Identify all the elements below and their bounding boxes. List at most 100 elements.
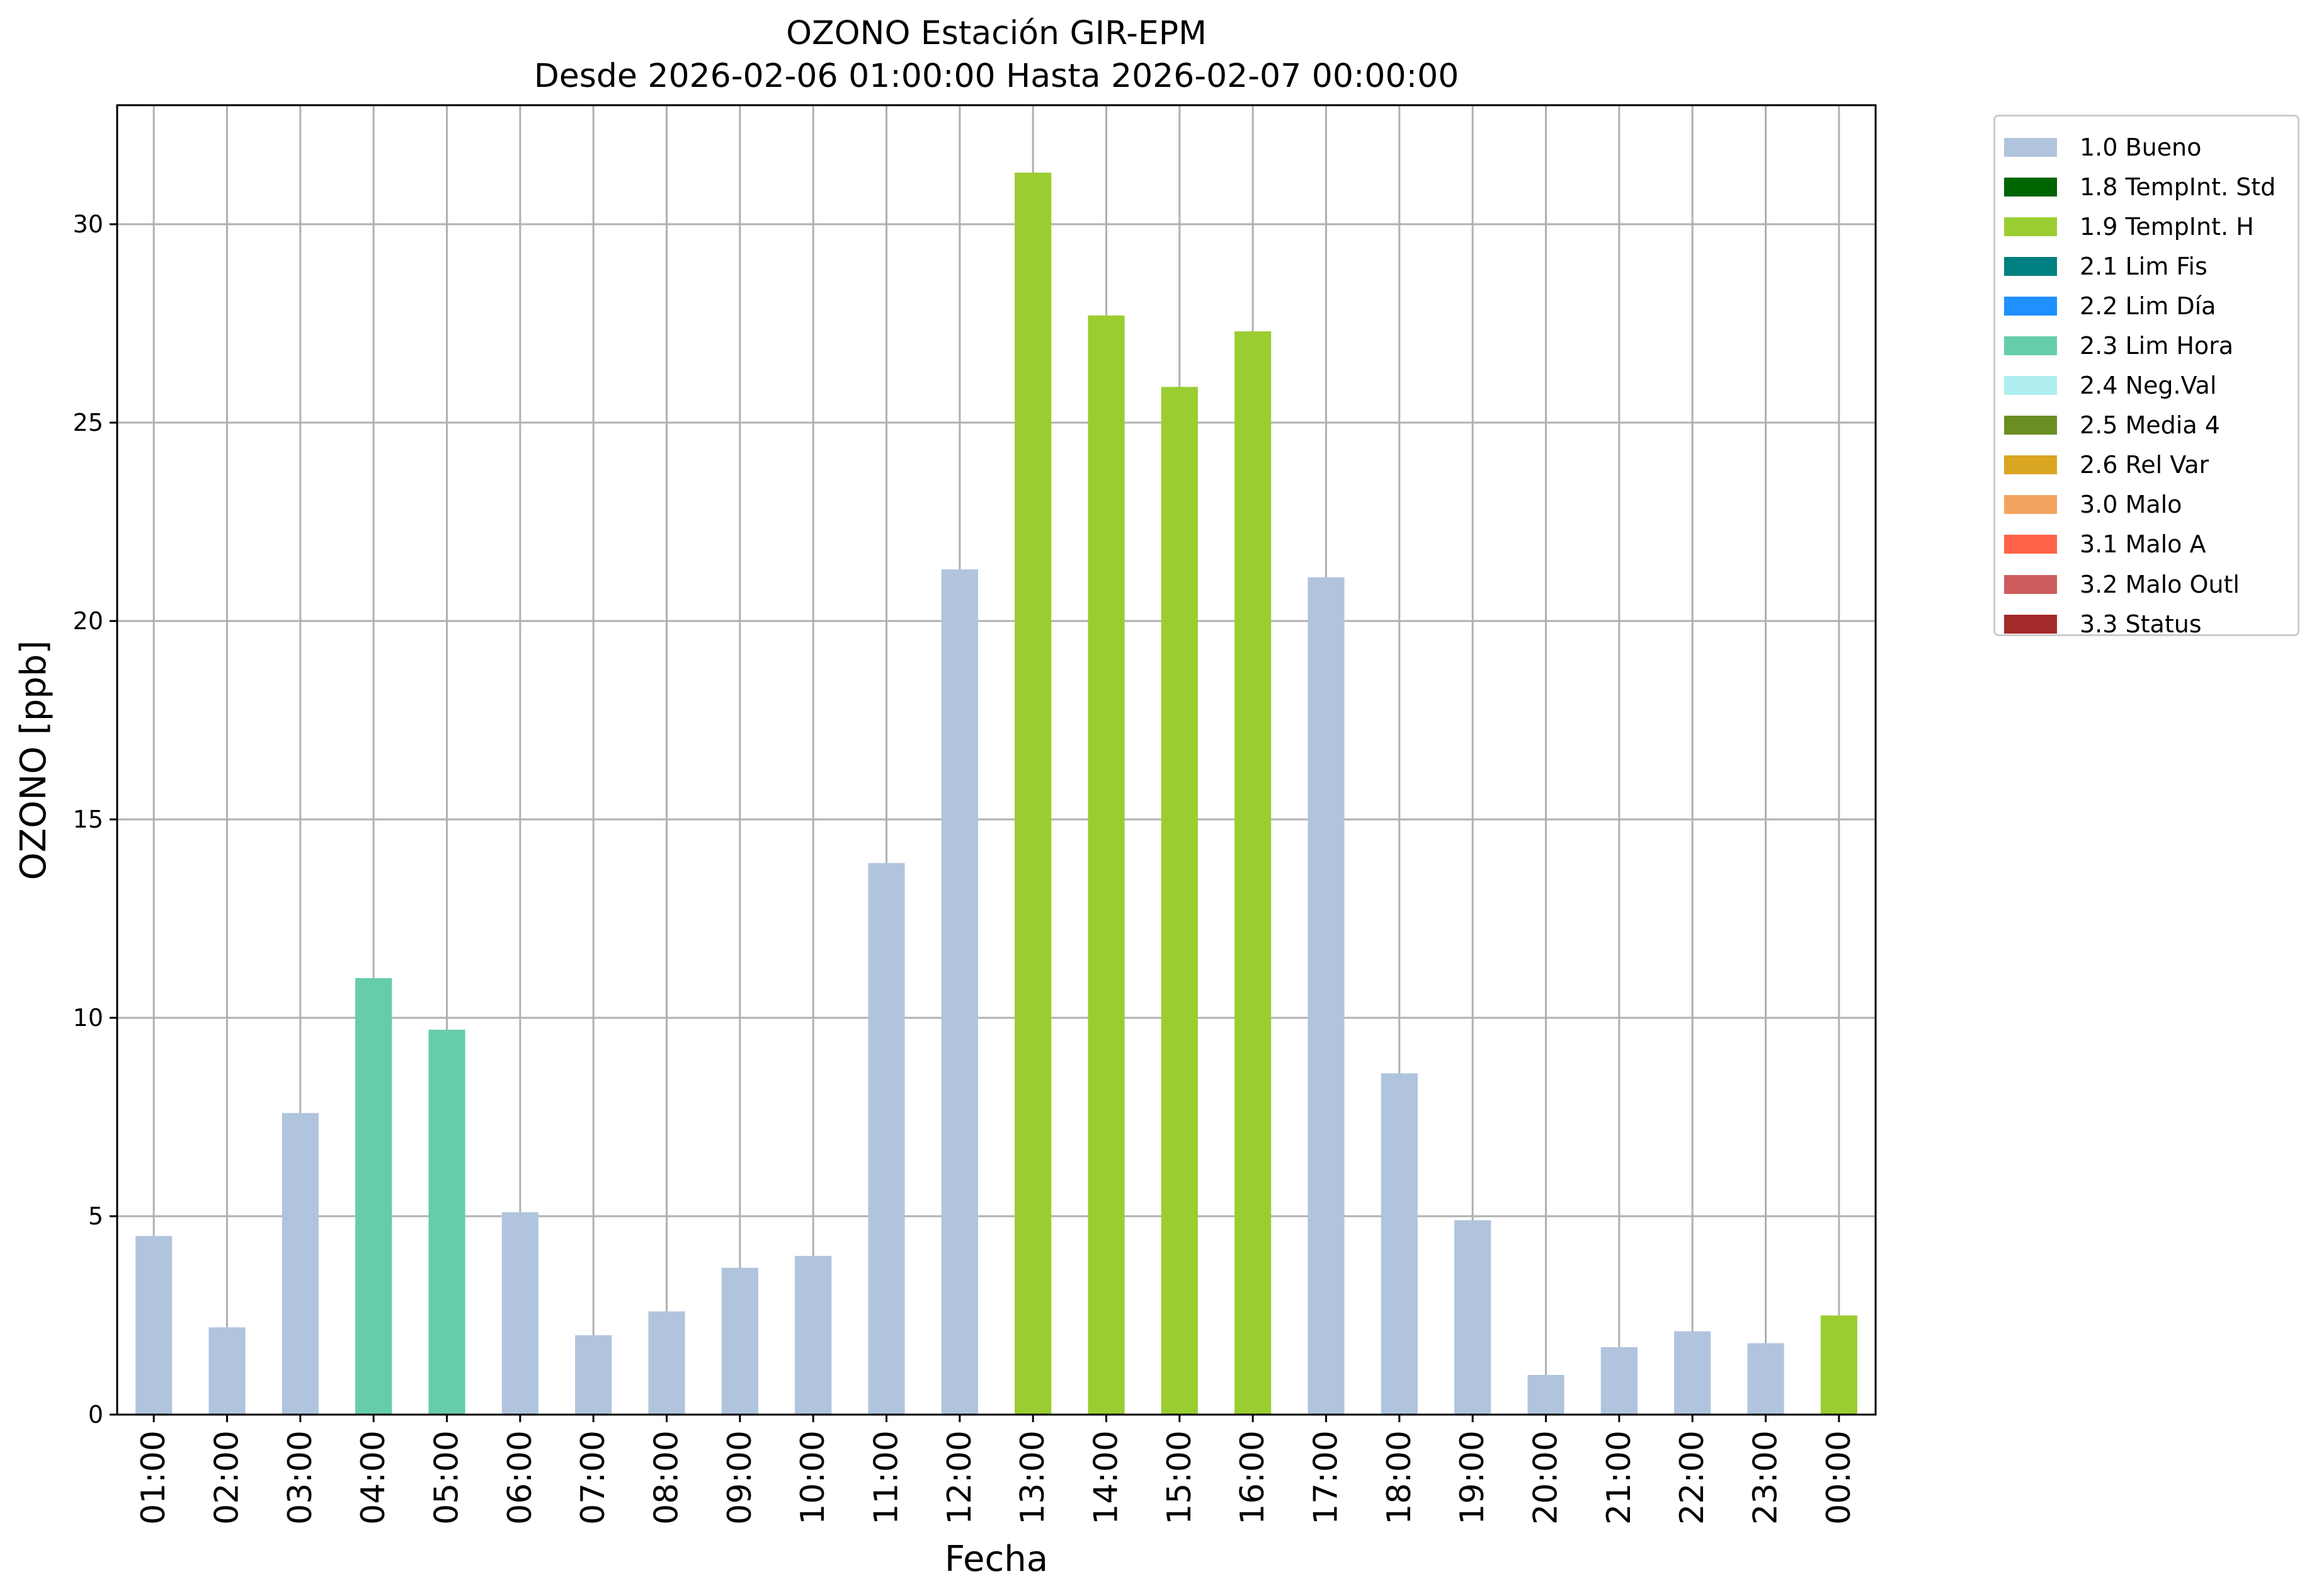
legend-swatch <box>2004 336 2057 356</box>
x-tick-label: 17:00 <box>1308 1430 1345 1525</box>
bar-0800 <box>648 1311 685 1415</box>
legend-label: 2.1 Lim Fis <box>2080 252 2208 280</box>
x-tick-label: 00:00 <box>1820 1430 1858 1525</box>
legend-label: 2.6 Rel Var <box>2080 451 2209 479</box>
y-axis-ticks: 0 5 10 15 20 25 30 <box>73 210 117 1428</box>
x-tick-label: 11:00 <box>868 1430 906 1525</box>
legend-swatch <box>2004 256 2057 276</box>
legend-swatch <box>2004 217 2057 236</box>
x-tick-label: 22:00 <box>1673 1430 1711 1525</box>
chart-title: OZONO Estación GIR-EPM <box>786 14 1207 52</box>
bar-0400 <box>355 978 392 1415</box>
bar-1900 <box>1454 1220 1491 1415</box>
x-tick-label: 05:00 <box>428 1430 466 1525</box>
x-tick-label: 12:00 <box>941 1430 979 1525</box>
x-tick-label: 13:00 <box>1014 1430 1052 1525</box>
x-tick-label: 09:00 <box>721 1430 759 1525</box>
x-tick-label: 02:00 <box>208 1430 246 1525</box>
legend-label: 2.2 Lim Día <box>2080 292 2216 320</box>
legend-swatch <box>2004 416 2057 435</box>
x-tick-label: 03:00 <box>282 1430 319 1525</box>
bar-1100 <box>868 863 905 1415</box>
x-axis-ticks: 01:00 02:00 03:00 04:00 05:00 06:00 07:00 08:00… <box>135 1415 1858 1525</box>
x-tick-label: 10:00 <box>794 1430 832 1525</box>
legend-swatch <box>2004 495 2057 515</box>
bar-2200 <box>1674 1331 1711 1415</box>
bar-0600 <box>501 1212 538 1415</box>
bar-0700 <box>575 1335 612 1415</box>
legend-label: 1.0 Bueno <box>2080 133 2202 161</box>
legend-label: 3.0 Malo <box>2080 491 2182 519</box>
legend-label: 1.9 TempInt. H <box>2080 212 2254 241</box>
x-tick-label: 20:00 <box>1527 1430 1565 1525</box>
y-axis-label: OZONO [ppb] <box>13 641 54 881</box>
legend-item: 3.3 Status <box>1995 604 2298 644</box>
legend: 1.0 Bueno 1.8 TempInt. Std 1.9 TempInt. H 2… <box>1993 115 2299 638</box>
x-tick-label: 19:00 <box>1454 1430 1491 1525</box>
x-tick-label: 23:00 <box>1747 1430 1785 1525</box>
y-tick-label: 15 <box>73 806 103 833</box>
x-tick-label: 15:00 <box>1161 1430 1199 1525</box>
legend-item: 2.2 Lim Día <box>1995 286 2298 326</box>
legend-item: 2.3 Lim Hora <box>1995 326 2298 365</box>
x-tick-label: 08:00 <box>648 1430 686 1525</box>
chart-subtitle: Desde 2026-02-06 01:00:00 Hasta 2026-02-… <box>534 57 1459 95</box>
x-tick-label: 04:00 <box>355 1430 392 1525</box>
legend-label: 3.2 Malo Outl <box>2080 570 2240 598</box>
y-tick-label: 5 <box>88 1202 103 1230</box>
legend-swatch <box>2004 296 2057 316</box>
legend-item: 3.2 Malo Outl <box>1995 564 2298 604</box>
legend-item: 2.6 Rel Var <box>1995 445 2298 485</box>
bar-1400 <box>1088 315 1125 1415</box>
legend-item: 2.5 Media 4 <box>1995 406 2298 445</box>
legend-swatch <box>2004 177 2057 197</box>
y-tick-label: 0 <box>88 1401 103 1428</box>
legend-item: 1.8 TempInt. Std <box>1995 167 2298 207</box>
legend-item: 3.0 Malo <box>1995 485 2298 525</box>
bar-1800 <box>1381 1073 1418 1415</box>
legend-item: 1.9 TempInt. H <box>1995 207 2298 246</box>
y-tick-label: 25 <box>73 409 103 436</box>
bar-0900 <box>721 1267 758 1415</box>
plot-frame <box>116 104 1877 1416</box>
legend-label: 2.5 Media 4 <box>2080 411 2220 440</box>
legend-swatch <box>2004 535 2057 554</box>
bar-1500 <box>1161 387 1198 1415</box>
bar-1000 <box>795 1256 832 1415</box>
bar-0000 <box>1820 1315 1857 1415</box>
legend-item: 2.1 Lim Fis <box>1995 246 2298 286</box>
bars <box>135 173 1857 1415</box>
x-tick-label: 16:00 <box>1234 1430 1272 1525</box>
bar-2300 <box>1747 1343 1784 1415</box>
legend-swatch <box>2004 376 2057 396</box>
bar-2100 <box>1600 1347 1638 1415</box>
x-tick-label: 01:00 <box>135 1430 173 1525</box>
x-tick-label: 21:00 <box>1600 1430 1638 1525</box>
bar-1200 <box>941 569 978 1415</box>
legend-swatch <box>2004 574 2057 594</box>
bar-1700 <box>1308 577 1345 1415</box>
bar-0500 <box>428 1029 465 1415</box>
bar-1600 <box>1234 331 1272 1415</box>
x-tick-label: 07:00 <box>574 1430 612 1525</box>
bar-1300 <box>1015 173 1052 1415</box>
legend-label: 2.4 Neg.Val <box>2080 372 2217 400</box>
bar-0300 <box>282 1113 319 1415</box>
bar-2000 <box>1527 1375 1564 1415</box>
legend-item: 1.0 Bueno <box>1995 127 2298 167</box>
bar-0200 <box>208 1327 246 1415</box>
legend-label: 1.8 TempInt. Std <box>2080 173 2276 201</box>
bar-0100 <box>135 1236 173 1415</box>
legend-swatch <box>2004 455 2057 475</box>
y-tick-label: 20 <box>73 607 103 635</box>
legend-item: 3.1 Malo A <box>1995 525 2298 564</box>
legend-swatch <box>2004 614 2057 634</box>
legend-label: 3.1 Malo A <box>2080 530 2206 559</box>
x-tick-label: 18:00 <box>1381 1430 1418 1525</box>
x-tick-label: 06:00 <box>501 1430 539 1525</box>
x-tick-label: 14:00 <box>1088 1430 1125 1525</box>
x-axis-label: Fecha <box>945 1539 1048 1580</box>
y-tick-label: 10 <box>73 1004 103 1032</box>
legend-swatch <box>2004 137 2057 157</box>
